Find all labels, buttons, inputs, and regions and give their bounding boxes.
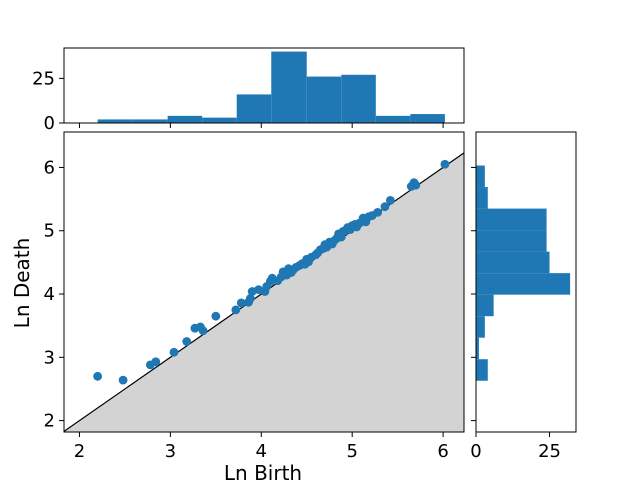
top-histogram-bar bbox=[410, 114, 445, 123]
scatter-point bbox=[231, 305, 241, 315]
right-histogram-bar bbox=[476, 273, 571, 295]
right-histogram-bar bbox=[476, 208, 547, 231]
y-tick-label: 4 bbox=[44, 284, 55, 305]
x-tick-label: 2 bbox=[74, 441, 85, 462]
scatter-point bbox=[118, 375, 128, 385]
right-axes-frame bbox=[475, 131, 577, 433]
right-x-tick-label: 25 bbox=[538, 441, 561, 462]
right-histogram-bar bbox=[476, 359, 488, 381]
scatter-point bbox=[211, 311, 221, 321]
top-axes-frame bbox=[63, 47, 465, 124]
right-histogram-bar bbox=[476, 337, 479, 360]
right-histogram-bar bbox=[476, 316, 485, 338]
top-histogram-bar bbox=[341, 74, 376, 123]
top-histogram-bar bbox=[97, 119, 133, 123]
y-tick-label: 5 bbox=[44, 221, 55, 242]
top-y-tick-label: 25 bbox=[32, 68, 55, 89]
top-y-tick-label: 0 bbox=[44, 113, 55, 134]
right-histogram-bar bbox=[476, 187, 488, 209]
main-scatter-panel: 2 3 4 5 6 2 3 4 5 6 bbox=[44, 131, 465, 462]
top-histogram-bar bbox=[236, 94, 272, 123]
x-axis-label: Ln Birth bbox=[224, 461, 302, 480]
main-plot-area bbox=[64, 152, 464, 432]
right-histogram-panel: 0 25 bbox=[470, 131, 577, 462]
top-histogram-bar bbox=[271, 51, 307, 124]
scatter-point bbox=[411, 180, 421, 190]
x-tick-label: 3 bbox=[165, 441, 176, 462]
y-tick-label: 2 bbox=[44, 411, 55, 432]
top-histogram-bar bbox=[132, 119, 168, 123]
right-histogram-bar bbox=[476, 251, 550, 274]
top-histogram-bar bbox=[167, 115, 203, 123]
main-axes-frame bbox=[63, 131, 465, 433]
x-tick-label: 4 bbox=[256, 441, 267, 462]
scatter-point bbox=[169, 347, 179, 357]
x-tick-label: 6 bbox=[437, 441, 448, 462]
right-histogram-bar bbox=[476, 230, 547, 252]
top-histogram-panel: 0 25 bbox=[32, 47, 465, 134]
scatter-point bbox=[380, 202, 390, 212]
scatter-point bbox=[182, 337, 192, 346]
right-x-tick-label: 0 bbox=[470, 441, 481, 462]
scatter-point bbox=[245, 294, 255, 303]
scatter-point bbox=[151, 357, 161, 367]
y-tick-label: 3 bbox=[44, 347, 55, 368]
scatter-point bbox=[385, 195, 395, 205]
right-histogram-bar bbox=[476, 294, 494, 317]
scatter-point bbox=[198, 326, 208, 336]
y-tick-label: 6 bbox=[44, 157, 55, 178]
top-histogram-bar bbox=[375, 115, 411, 123]
right-histogram-bar bbox=[476, 165, 485, 188]
scatter-point bbox=[373, 207, 383, 217]
scatter-point bbox=[440, 159, 450, 169]
top-histogram-bar bbox=[306, 76, 342, 123]
scatter-point bbox=[93, 371, 103, 381]
y-axis-label: Ln Death bbox=[10, 238, 34, 329]
scatter-point bbox=[236, 298, 246, 308]
top-histogram-bar bbox=[202, 117, 237, 123]
x-tick-label: 5 bbox=[346, 441, 357, 462]
